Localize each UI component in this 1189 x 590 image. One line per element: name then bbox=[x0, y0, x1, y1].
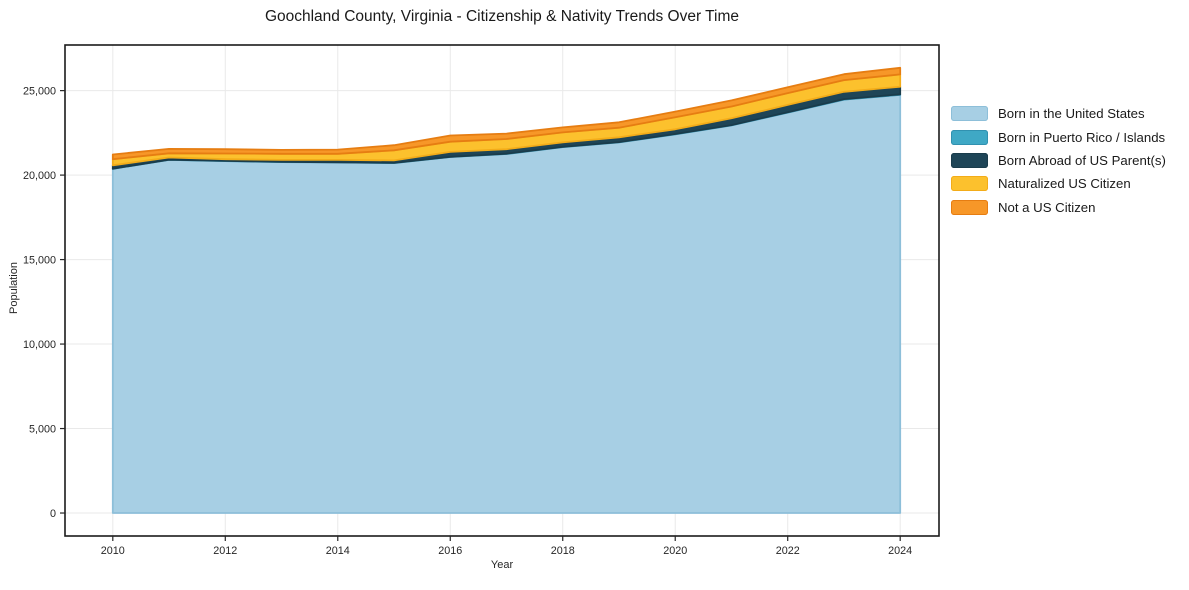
legend-item-born-in-puerto-rico-islands: Born in Puerto Rico / Islands bbox=[951, 125, 1166, 148]
axes-spines bbox=[64, 44, 940, 537]
legend-item-born-in-the-united-states: Born in the United States bbox=[951, 102, 1166, 125]
legend-swatch-icon bbox=[951, 199, 988, 215]
y-tick-label: 15,000 bbox=[23, 254, 56, 266]
legend-swatch-icon bbox=[951, 106, 988, 122]
legend-label: Born in Puerto Rico / Islands bbox=[998, 129, 1166, 145]
x-tick-label: 2012 bbox=[213, 545, 237, 557]
x-tick-label: 2018 bbox=[551, 545, 575, 557]
y-tick-label: 25,000 bbox=[23, 85, 56, 97]
x-tick-label: 2022 bbox=[776, 545, 800, 557]
legend-swatch-icon bbox=[951, 152, 988, 168]
y-tick-label: 10,000 bbox=[23, 339, 56, 351]
legend-item-born-abroad-of-us-parent-s: Born Abroad of US Parent(s) bbox=[951, 149, 1166, 172]
legend-label: Not a US Citizen bbox=[998, 199, 1096, 215]
legend-label: Naturalized US Citizen bbox=[998, 176, 1131, 192]
legend-item-not-a-us-citizen: Not a US Citizen bbox=[951, 196, 1166, 219]
y-tick-label: 0 bbox=[50, 508, 56, 520]
area-not-a-us-citizen bbox=[111, 66, 902, 161]
legend: Born in the United States Born in Puerto … bbox=[951, 102, 1166, 219]
x-tick-label: 2010 bbox=[101, 545, 125, 557]
legend-item-naturalized-us-citizen: Naturalized US Citizen bbox=[951, 172, 1166, 195]
x-tick-label: 2014 bbox=[326, 545, 350, 557]
x-tick-label: 2016 bbox=[438, 545, 462, 557]
x-tick-label: 2024 bbox=[888, 545, 912, 557]
legend-label: Born Abroad of US Parent(s) bbox=[998, 152, 1166, 168]
y-tick-label: 20,000 bbox=[23, 170, 56, 182]
legend-swatch-icon bbox=[951, 129, 988, 145]
y-tick-label: 5,000 bbox=[29, 423, 56, 435]
x-axis-label: Year bbox=[490, 559, 514, 571]
legend-swatch-icon bbox=[951, 176, 988, 192]
x-tick-label: 2020 bbox=[663, 545, 687, 557]
legend-label: Born in the United States bbox=[998, 106, 1145, 122]
chart-title: Goochland County, Virginia - Citizenship… bbox=[264, 8, 740, 25]
